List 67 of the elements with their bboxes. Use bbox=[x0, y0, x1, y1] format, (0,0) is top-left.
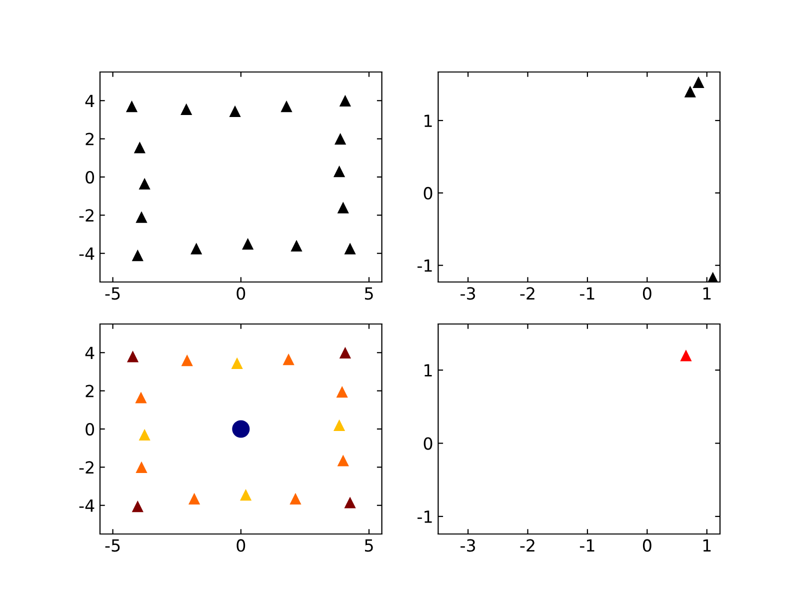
y-tick-label: 0 bbox=[424, 437, 432, 450]
point bbox=[339, 346, 351, 358]
point bbox=[334, 133, 346, 145]
point bbox=[344, 242, 356, 254]
point bbox=[692, 76, 704, 88]
x-tick-label: 0 bbox=[236, 539, 246, 552]
y-tick-label: 2 bbox=[86, 132, 94, 146]
y-tick-label: -4 bbox=[79, 248, 94, 260]
point bbox=[138, 178, 150, 190]
point bbox=[132, 500, 144, 512]
point bbox=[188, 492, 200, 504]
y-tick-label: 2 bbox=[86, 384, 94, 398]
point bbox=[136, 461, 148, 473]
point bbox=[290, 492, 302, 504]
point bbox=[126, 100, 138, 112]
point bbox=[290, 240, 302, 252]
point bbox=[190, 242, 202, 254]
point bbox=[684, 86, 696, 98]
x-tick-label: 1 bbox=[703, 539, 711, 552]
y-tick-label: 1 bbox=[424, 114, 432, 127]
x-tick-label: 1 bbox=[703, 287, 711, 300]
point bbox=[280, 100, 292, 112]
point bbox=[135, 392, 147, 404]
x-tick-label: 0 bbox=[642, 287, 652, 300]
point bbox=[240, 489, 252, 501]
x-tick-label: -2 bbox=[520, 287, 534, 300]
point bbox=[336, 386, 348, 398]
point bbox=[180, 103, 192, 116]
point bbox=[181, 354, 193, 366]
point bbox=[333, 419, 346, 431]
point bbox=[333, 165, 346, 178]
x-tick-label: -2 bbox=[520, 539, 534, 552]
y-tick-label: 4 bbox=[85, 346, 94, 359]
point bbox=[138, 428, 150, 441]
y-tick-label: -2 bbox=[79, 461, 94, 474]
x-tick-label: -3 bbox=[460, 287, 476, 300]
y-tick-label: -4 bbox=[79, 500, 94, 512]
x-tick-label: 0 bbox=[642, 539, 652, 552]
point bbox=[339, 94, 351, 106]
x-tick-label: 5 bbox=[364, 287, 373, 300]
y-tick-label: 1 bbox=[424, 364, 432, 376]
point bbox=[132, 249, 144, 262]
point bbox=[126, 350, 139, 362]
y-tick-label: 4 bbox=[85, 94, 94, 107]
point bbox=[136, 211, 148, 223]
x-tick-label: -5 bbox=[105, 287, 120, 300]
y-tick-label: 0 bbox=[86, 170, 94, 184]
y-tick-label: -1 bbox=[418, 260, 432, 272]
point bbox=[344, 496, 356, 508]
y-tick-label: 0 bbox=[424, 186, 432, 200]
point bbox=[232, 420, 250, 438]
point bbox=[337, 454, 349, 466]
point bbox=[229, 105, 241, 117]
x-tick-label: -1 bbox=[580, 287, 594, 300]
point bbox=[337, 202, 349, 214]
point bbox=[282, 354, 294, 366]
y-tick-label: -2 bbox=[79, 209, 94, 222]
x-tick-label: 0 bbox=[236, 287, 246, 300]
y-tick-label: -1 bbox=[418, 510, 432, 523]
point bbox=[242, 238, 254, 250]
x-tick-label: -1 bbox=[580, 539, 594, 552]
x-tick-label: -5 bbox=[105, 539, 120, 552]
y-tick-label: 0 bbox=[86, 422, 94, 436]
x-tick-label: -3 bbox=[460, 539, 476, 552]
point bbox=[134, 142, 146, 154]
point bbox=[231, 357, 243, 369]
x-tick-label: 5 bbox=[364, 539, 373, 552]
